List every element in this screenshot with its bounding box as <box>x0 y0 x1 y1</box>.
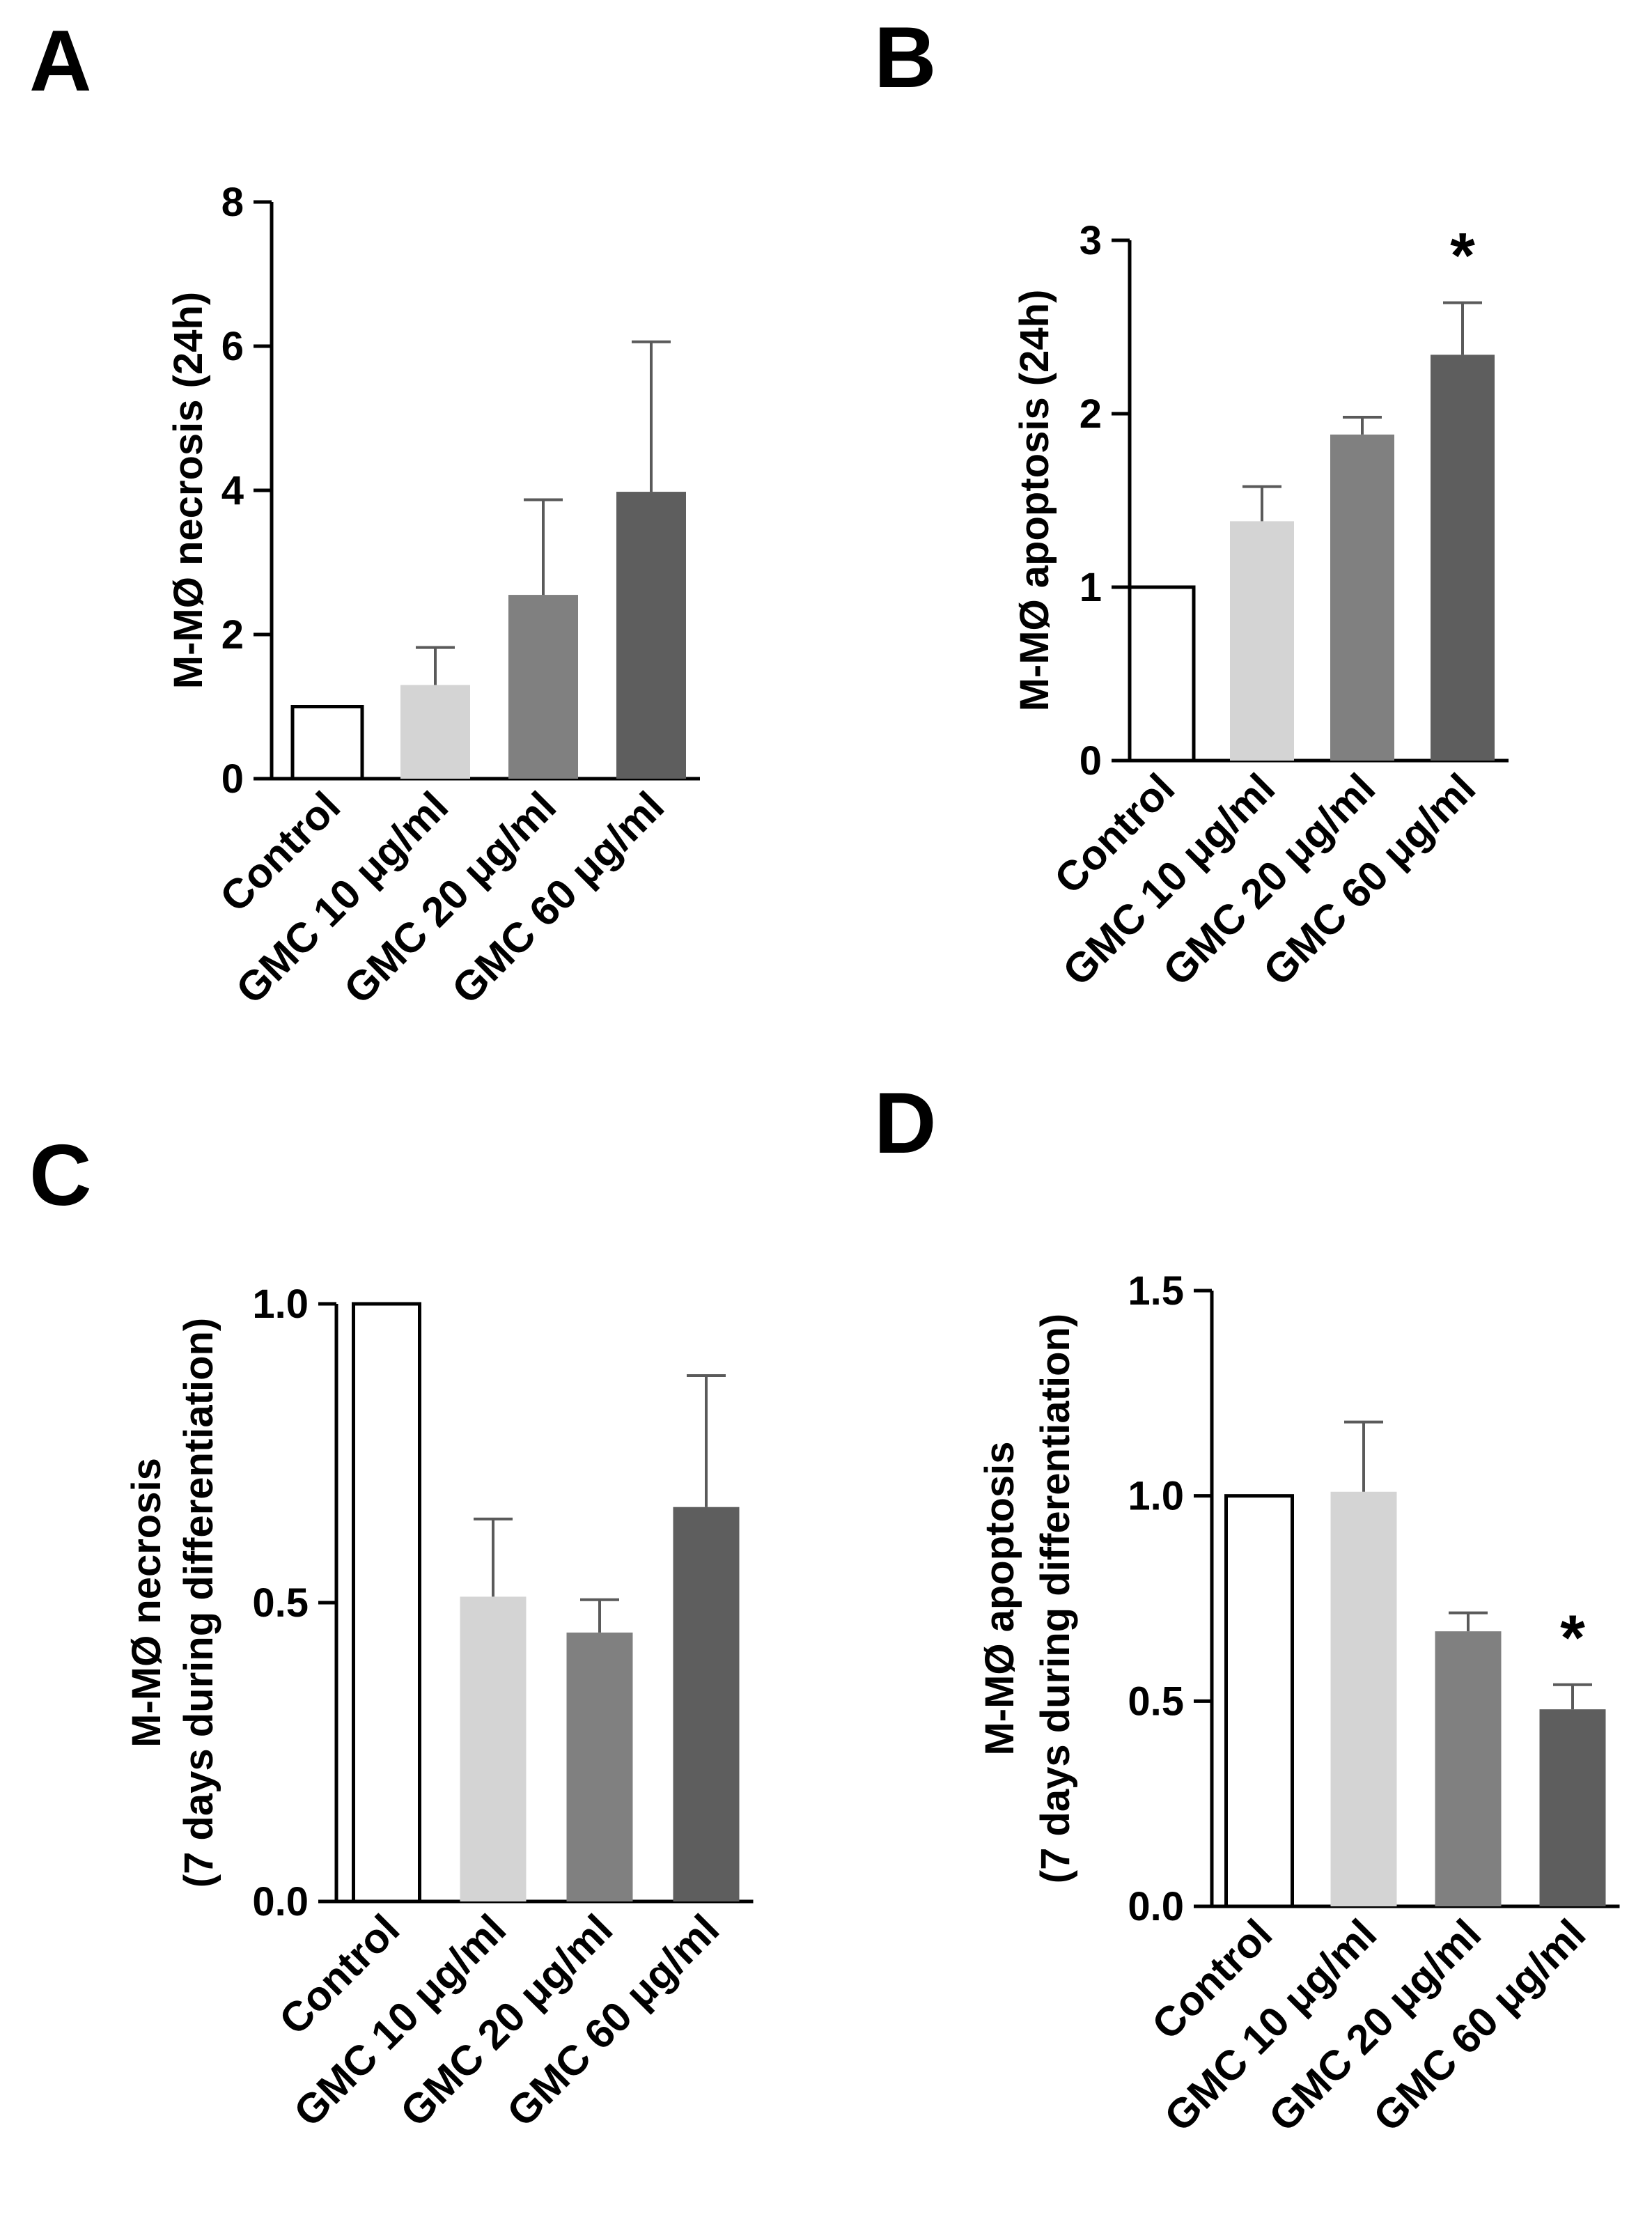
y-tick-label: 3 <box>1080 218 1102 263</box>
y-tick-label: 2 <box>221 612 244 658</box>
y-tick-label: 1.5 <box>1128 1268 1184 1314</box>
bar <box>1330 1491 1397 1906</box>
y-tick-label: 1.0 <box>1128 1474 1184 1519</box>
bar <box>1224 1494 1294 1908</box>
y-axis-label: (7 days during differentiation) <box>1033 1314 1078 1884</box>
y-tick-label: 1 <box>1080 565 1102 610</box>
bar <box>566 1632 633 1901</box>
y-tick-label: 0.5 <box>252 1580 309 1626</box>
y-axis-label: (7 days during differentiation) <box>176 1318 221 1888</box>
y-axis-label: M-MØ necrosis (24h) <box>166 292 211 689</box>
y-tick-label: 1.0 <box>252 1282 309 1327</box>
bar <box>616 492 686 779</box>
chart-panel-d: D 0.0 0.5 1.0 1.5 M-MØ apoptosis (7 days durin… <box>874 1075 1620 2140</box>
y-axis-label: M-MØ necrosis <box>124 1458 169 1748</box>
bar <box>460 1596 527 1901</box>
panel-letter: A <box>29 13 92 109</box>
y-tick-label: 0.0 <box>1128 1884 1184 1929</box>
y-axis-label: M-MØ apoptosis (24h) <box>1012 290 1057 712</box>
panel-letter: D <box>874 1075 937 1172</box>
y-tick-label: 0.0 <box>252 1879 309 1924</box>
bar <box>673 1507 740 1901</box>
panel-letter: C <box>29 1128 92 1224</box>
y-tick-label: 0 <box>221 756 244 802</box>
y-tick-label: 0.5 <box>1128 1679 1184 1724</box>
bar <box>400 685 470 779</box>
y-tick-label: 8 <box>221 180 244 225</box>
bar <box>1230 521 1294 761</box>
bar <box>352 1302 421 1904</box>
bar <box>508 595 578 779</box>
y-axis-label: M-MØ apoptosis <box>977 1441 1022 1755</box>
bar <box>1435 1631 1502 1906</box>
y-tick-label: 0 <box>1080 738 1102 784</box>
y-tick-label: 4 <box>221 468 244 513</box>
panel-letter: B <box>874 10 937 106</box>
bar <box>1330 434 1394 761</box>
significance-marker: * <box>1450 221 1475 292</box>
bar <box>1128 585 1196 763</box>
bar <box>1431 355 1495 761</box>
y-tick-label: 6 <box>221 324 244 369</box>
bar <box>1539 1709 1606 1906</box>
bar <box>290 705 364 781</box>
y-tick-label: 2 <box>1080 391 1102 437</box>
significance-marker: * <box>1560 1603 1585 1674</box>
chart-panel-c: C 0.0 0.5 1.0 M-MØ necrosis (7 days during di… <box>29 1128 754 2135</box>
